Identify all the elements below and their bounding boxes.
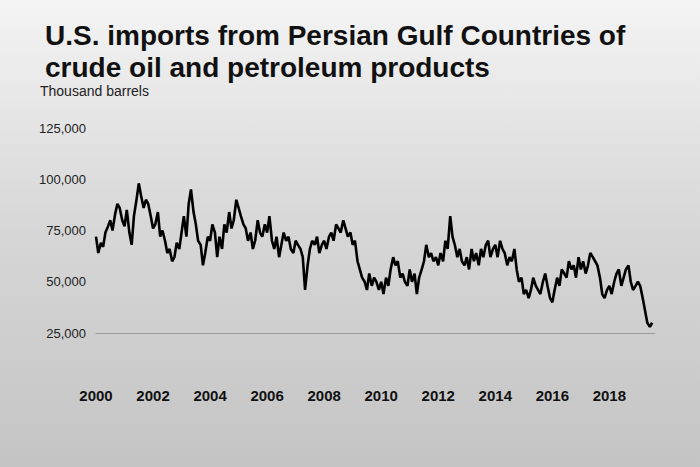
- svg-text:2002: 2002: [136, 387, 169, 404]
- svg-text:crude oil and petroleum produc: crude oil and petroleum products: [45, 52, 490, 83]
- svg-text:2008: 2008: [307, 387, 340, 404]
- svg-text:2006: 2006: [250, 387, 283, 404]
- svg-text:2010: 2010: [365, 387, 398, 404]
- svg-text:50,000: 50,000: [46, 274, 86, 289]
- svg-text:2014: 2014: [479, 387, 513, 404]
- svg-text:2012: 2012: [422, 387, 455, 404]
- svg-text:125,000: 125,000: [39, 121, 86, 136]
- svg-text:2004: 2004: [193, 387, 227, 404]
- svg-text:2016: 2016: [536, 387, 569, 404]
- svg-text:75,000: 75,000: [46, 223, 86, 238]
- svg-text:2000: 2000: [79, 387, 112, 404]
- svg-text:100,000: 100,000: [39, 172, 86, 187]
- svg-text:25,000: 25,000: [46, 326, 86, 341]
- svg-text:2018: 2018: [593, 387, 626, 404]
- svg-text:U.S. imports from Persian Gulf: U.S. imports from Persian Gulf Countries…: [45, 20, 633, 51]
- svg-text:Thousand barrels: Thousand barrels: [40, 83, 149, 99]
